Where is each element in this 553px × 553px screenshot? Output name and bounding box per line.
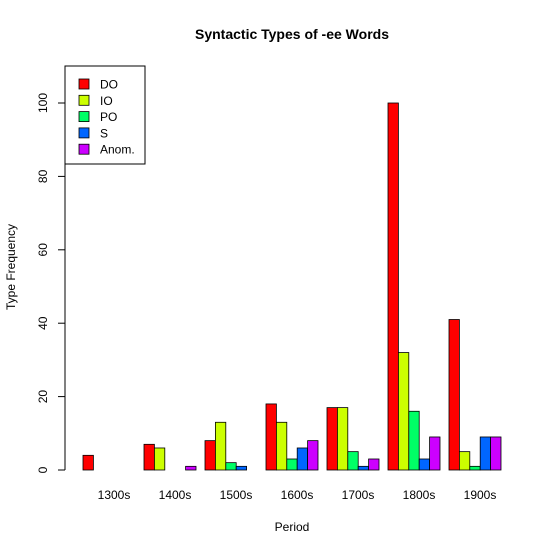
bar-io-1500s (214, 421, 227, 471)
legend-label: DO (100, 78, 118, 92)
bar-do-1800s (387, 102, 399, 471)
bar-do-1300s (82, 454, 94, 471)
bar-po-1800s (408, 410, 420, 471)
bar-s-1900s (479, 436, 492, 471)
x-axis-tick-labels: 1300s 1400s 1500s 1600s 1700s 1800s 1900s (98, 488, 497, 502)
x-tick-label: 1600s (281, 488, 314, 502)
x-tick-label: 1900s (464, 488, 497, 502)
chart-title: Syntactic Types of -ee Words (195, 26, 389, 42)
y-tick-label: 60 (36, 243, 50, 257)
y-axis-label: Type Frequency (4, 224, 18, 310)
legend-swatch (78, 78, 90, 90)
legend-swatch (78, 111, 90, 122)
bar-anom-1600s (307, 440, 319, 471)
bar-do-1400s (143, 443, 155, 471)
bar-do-1500s (204, 440, 216, 471)
bar-anom-1700s (368, 458, 380, 471)
legend-box (64, 65, 146, 165)
bar-anom-1800s (429, 436, 441, 471)
bar-series (82, 102, 502, 471)
bar-io-1700s (336, 407, 349, 471)
bar-anom-1400s (185, 465, 197, 471)
bar-po-1600s (286, 458, 298, 471)
bar-do-1700s (326, 407, 338, 471)
x-tick-label: 1300s (98, 488, 131, 502)
bar-s-1700s (357, 465, 370, 471)
bar-s-1600s (296, 447, 309, 471)
legend-label: S (100, 126, 108, 140)
y-tick-label: 80 (36, 169, 50, 183)
legend-swatch (78, 94, 90, 106)
bar-io-1800s (397, 352, 410, 471)
legend-swatch (78, 127, 90, 139)
x-tick-label: 1800s (403, 488, 436, 502)
y-tick-label: 20 (36, 390, 50, 404)
bar-po-1900s (469, 465, 481, 471)
bar-io-1400s (153, 447, 166, 471)
bar-io-1900s (458, 451, 471, 471)
x-axis-label: Period (275, 520, 310, 534)
legend-label: IO (100, 94, 113, 108)
x-tick-label: 1400s (159, 488, 192, 502)
y-axis: 0 20 40 60 80 100 (36, 93, 66, 473)
y-tick-label: 100 (36, 93, 50, 113)
x-tick-label: 1500s (220, 488, 253, 502)
bar-s-1800s (418, 458, 431, 471)
bar-io-1600s (275, 421, 288, 471)
x-tick-label: 1700s (342, 488, 375, 502)
legend-label: Anom. (100, 143, 135, 157)
legend: DO IO PO S Anom. (64, 65, 146, 165)
y-tick-label: 0 (36, 466, 50, 473)
bar-po-1700s (347, 451, 359, 471)
y-tick-label: 40 (36, 316, 50, 330)
bar-do-1900s (448, 319, 460, 471)
bar-do-1600s (265, 403, 277, 471)
legend-label: PO (100, 110, 117, 124)
bar-anom-1900s (490, 436, 502, 471)
bar-po-1500s (225, 462, 237, 471)
bar-s-1500s (235, 465, 247, 471)
legend-swatch (78, 143, 90, 155)
